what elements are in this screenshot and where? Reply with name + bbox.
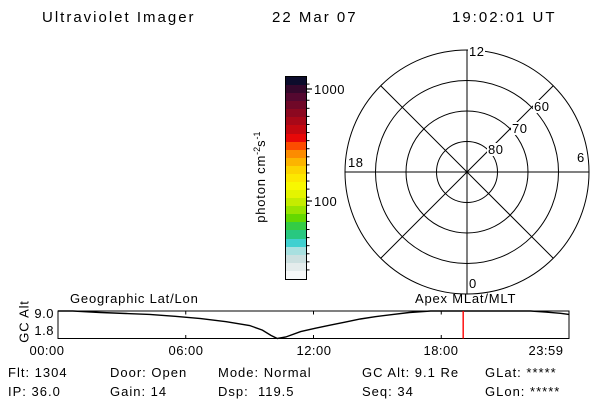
strip-plot-box [57, 310, 570, 339]
xtick-2359: 23:59 [528, 343, 564, 358]
mlt-label-0: 0 [468, 276, 478, 291]
colorbar-tick-100: 100 [314, 194, 338, 209]
xtick-0600: 06:00 [168, 343, 204, 358]
strip-right-title: Apex MLat/MLT [415, 291, 517, 306]
colorbar-block-6 [286, 125, 306, 134]
ytick-9: 9.0 [34, 306, 54, 321]
status-mode: Mode: Normal [218, 365, 312, 380]
strip-left-title: Geographic Lat/Lon [70, 291, 199, 306]
colorbar-block-2 [286, 93, 306, 102]
status-ip: IP: 36.0 [8, 384, 61, 399]
ring-label-80: 80 [487, 142, 505, 157]
colorbar-block-4 [286, 109, 306, 118]
colorbar-block-19 [286, 230, 306, 239]
mlt-spoke-135 [466, 171, 554, 259]
colorbar-block-5 [286, 117, 306, 126]
app-title: Ultraviolet Imager [42, 9, 196, 26]
mlt-label-12: 12 [468, 44, 486, 59]
colorbar-block-16 [286, 206, 306, 215]
status-door: Door: Open [110, 365, 188, 380]
xtick-0000: 00:00 [29, 343, 65, 358]
colorbar-block-1 [286, 85, 306, 94]
ring-label-70: 70 [511, 121, 529, 136]
mlt-label-6: 6 [576, 150, 586, 165]
xtick-1200: 12:00 [296, 343, 332, 358]
mlt-spoke-315 [380, 85, 468, 173]
colorbar-block-7 [286, 133, 306, 142]
colorbar-block-18 [286, 222, 306, 231]
colorbar-block-9 [286, 149, 306, 158]
status-dsp: Dsp: 119.5 [218, 384, 295, 399]
colorbar [285, 76, 307, 280]
status-gc-alt: GC Alt: 9.1 Re [362, 365, 460, 380]
gc-alt-curve [58, 310, 570, 340]
status-gain: Gain: 14 [110, 384, 168, 399]
colorbar-block-22 [286, 254, 306, 263]
colorbar-block-17 [286, 214, 306, 223]
colorbar-block-21 [286, 246, 306, 255]
colorbar-tick-1000: 1000 [314, 82, 345, 97]
colorbar-block-3 [286, 101, 306, 110]
status-glon: GLon: ***** [485, 384, 561, 399]
time-label: 19:02:01 UT [452, 9, 557, 26]
colorbar-block-20 [286, 238, 306, 247]
colorbar-block-23 [286, 262, 306, 271]
mlt-label-18: 18 [347, 155, 365, 170]
colorbar-block-24 [286, 270, 306, 279]
colorbar-block-13 [286, 182, 306, 191]
status-flt: Flt: 1304 [8, 365, 68, 380]
colorbar-block-14 [286, 190, 306, 199]
mlt-spoke-225 [380, 171, 468, 259]
status-seq: Seq: 34 [362, 384, 414, 399]
colorbar-block-12 [286, 173, 306, 183]
status-glat: GLat: ***** [485, 365, 557, 380]
colorbar-block-0 [286, 77, 306, 86]
colorbar-block-15 [286, 198, 306, 207]
xtick-1800: 18:00 [423, 343, 459, 358]
date-label: 22 Mar 07 [272, 9, 358, 26]
colorbar-block-11 [286, 165, 306, 174]
ytick-1-8: 1.8 [34, 323, 54, 338]
colorbar-block-8 [286, 141, 306, 150]
colorbar-block-10 [286, 157, 306, 166]
ring-label-60: 60 [533, 99, 551, 114]
